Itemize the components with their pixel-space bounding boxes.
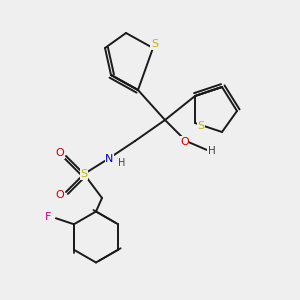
Text: H: H [118,158,125,169]
Text: O: O [56,148,64,158]
Text: O: O [180,136,189,147]
Text: F: F [45,212,52,222]
Text: S: S [151,39,158,50]
Text: S: S [197,121,205,131]
Text: O: O [56,190,64,200]
Text: H: H [208,146,215,157]
Text: S: S [80,169,88,179]
Text: N: N [105,154,114,164]
